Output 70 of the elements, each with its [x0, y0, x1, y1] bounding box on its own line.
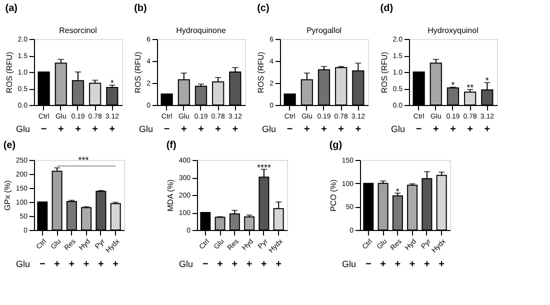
chart-title: (f) [166, 140, 176, 151]
text: + [438, 259, 445, 270]
annotation: * [451, 80, 456, 90]
text: Glu [16, 259, 30, 269]
text: + [198, 124, 204, 135]
y-axis-title: ROS (RFU) [4, 52, 14, 94]
text: + [92, 124, 98, 135]
text: + [338, 124, 344, 135]
y-axis-title: ROS (RFU) [380, 52, 389, 94]
text: + [109, 124, 116, 135]
text: + [432, 124, 439, 135]
chart-subtitle: Pyrogallol [306, 26, 342, 35]
text: + [68, 259, 75, 270]
chart-title: (b) [134, 3, 147, 14]
text: + [424, 259, 430, 270]
chart-subtitle: Hydroxyquinol [428, 26, 479, 35]
text: + [467, 124, 474, 135]
y-axis-title: ROS (RFU) [134, 52, 143, 94]
annotation: * [485, 75, 490, 86]
text: Glu [390, 124, 405, 134]
text: Glu [16, 124, 30, 134]
text: Glu [342, 259, 356, 269]
text: Glu [262, 124, 276, 134]
text: + [355, 124, 362, 135]
text: Glu [178, 259, 193, 269]
text: − [365, 259, 372, 270]
chart-title: (d) [380, 3, 394, 14]
chart-subtitle: Resorcinol [59, 26, 98, 35]
text: + [232, 124, 238, 135]
y-axis-title: ROS (RFU) [256, 52, 266, 94]
text: + [380, 259, 386, 270]
annotation: **** [256, 162, 272, 172]
text: + [261, 259, 268, 270]
chart-title: (a) [5, 3, 18, 14]
annotation: *** [78, 155, 90, 165]
chart-title: (c) [257, 3, 270, 14]
text: + [246, 259, 252, 270]
text: + [112, 259, 119, 270]
text: − [39, 259, 46, 270]
text: + [58, 124, 64, 135]
text: + [180, 124, 187, 135]
annotation: ** [466, 82, 474, 93]
chart-title: (e) [3, 140, 16, 151]
text: + [484, 124, 490, 135]
text: − [202, 259, 208, 270]
text: + [54, 259, 60, 270]
text: − [416, 124, 422, 135]
text: + [215, 124, 222, 135]
text: + [217, 259, 224, 270]
chart-title: (g) [329, 140, 342, 151]
text: + [75, 124, 82, 135]
text: + [276, 259, 282, 270]
y-axis-title: MDA (%) [166, 179, 175, 212]
annotation: * [396, 186, 400, 197]
y-axis-title: PCO (%) [328, 179, 338, 212]
text: Glu [138, 124, 153, 134]
text: + [321, 124, 328, 135]
text: + [394, 259, 401, 270]
chart-subtitle: Hydroquinone [176, 26, 226, 35]
text: + [304, 124, 310, 135]
text: − [286, 124, 293, 135]
text: + [98, 259, 104, 270]
text: + [83, 259, 90, 270]
text: + [409, 259, 416, 270]
text: − [40, 124, 47, 135]
text: + [450, 124, 456, 135]
text: − [164, 124, 170, 135]
text: + [232, 259, 238, 270]
annotation: * [110, 78, 114, 88]
y-axis-title: GPx (%) [2, 180, 12, 211]
